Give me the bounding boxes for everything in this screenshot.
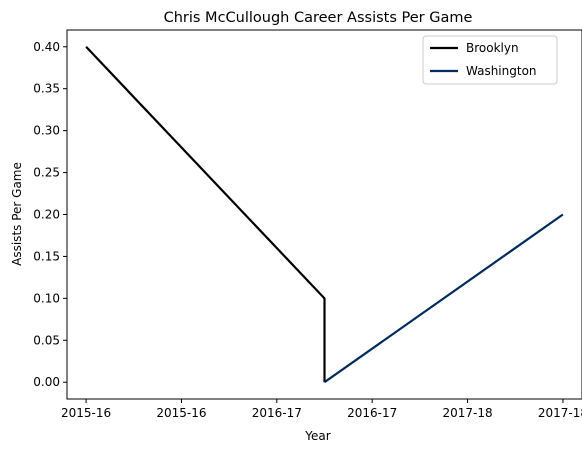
y-tick-label: 0.20 bbox=[33, 208, 60, 222]
x-axis: 2015-16 2015-16 2016-17 2016-17 2017-18 2017-… bbox=[61, 399, 582, 420]
y-tick-label: 0.00 bbox=[33, 375, 60, 389]
legend-label-brooklyn: Brooklyn bbox=[466, 41, 519, 55]
series-layer bbox=[85, 46, 564, 384]
y-axis-label: Assists Per Game bbox=[10, 162, 24, 266]
x-tick-label: 2017-18 bbox=[442, 406, 492, 420]
y-tick-label: 0.15 bbox=[33, 249, 60, 263]
y-tick-label: 0.30 bbox=[33, 124, 60, 138]
y-axis: 0.00 0.05 0.10 0.15 0.20 0.25 0.30 0.35 0.40 bbox=[33, 40, 67, 389]
x-tick-label: 2015-16 bbox=[61, 406, 111, 420]
y-tick-label: 0.35 bbox=[33, 82, 60, 96]
y-tick-label: 0.25 bbox=[33, 166, 60, 180]
series-line-brooklyn bbox=[85, 46, 326, 383]
y-tick-label: 0.05 bbox=[33, 333, 60, 347]
x-tick-label: 2016-17 bbox=[252, 406, 302, 420]
chart-title: Chris McCullough Career Assists Per Game bbox=[164, 10, 473, 26]
x-axis-label: Year bbox=[304, 429, 330, 443]
series-line-washington bbox=[323, 213, 564, 384]
x-tick-label: 2015-16 bbox=[156, 406, 206, 420]
legend: Brooklyn Washington bbox=[422, 35, 558, 85]
legend-label-washington: Washington bbox=[466, 64, 537, 78]
y-tick-label: 0.40 bbox=[33, 40, 60, 54]
x-tick-label: 2017-18 bbox=[538, 406, 582, 420]
x-tick-label: 2016-17 bbox=[347, 406, 397, 420]
y-tick-label: 0.10 bbox=[33, 291, 60, 305]
